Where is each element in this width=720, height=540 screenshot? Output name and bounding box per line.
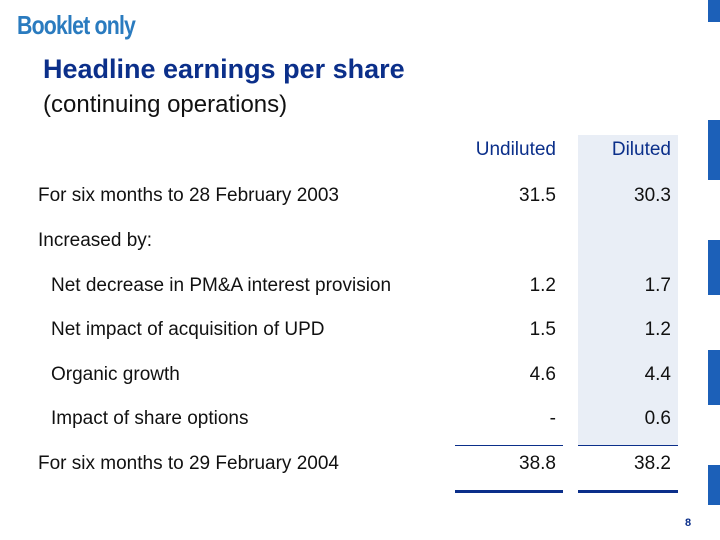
row-value-diluted: 0.6 (644, 408, 671, 429)
decor-bar-5 (708, 465, 720, 505)
row-value-undiluted: 31.5 (519, 185, 556, 206)
page-subtitle: (continuing operations) (43, 91, 288, 118)
page-number: 8 (685, 517, 692, 529)
row-label: Organic growth (51, 364, 180, 385)
decor-bar-2 (708, 120, 720, 180)
booklet-only-tag: Booklet only (17, 10, 136, 40)
subtotal-rule-undiluted (455, 445, 563, 446)
row-value-undiluted: - (549, 408, 556, 429)
table-row: Net decrease in PM&A interest provision … (0, 275, 720, 305)
table-row: For six months to 28 February 2003 31.5 … (0, 185, 720, 215)
row-value-undiluted: 1.2 (529, 275, 556, 296)
row-label: Net impact of acquisition of UPD (51, 319, 325, 340)
row-label: For six months to 29 February 2004 (38, 453, 339, 474)
table-row-total: For six months to 29 February 2004 38.8 … (0, 453, 720, 483)
decor-bar-4 (708, 350, 720, 405)
row-value-undiluted: 38.8 (519, 453, 556, 474)
column-header-undiluted: Undiluted (475, 139, 556, 160)
row-value-diluted: 30.3 (634, 185, 671, 206)
decor-bar-1 (708, 0, 720, 22)
table-row: Net impact of acquisition of UPD 1.5 1.2 (0, 319, 720, 349)
row-value-diluted: 1.2 (644, 319, 671, 340)
row-label: Impact of share options (51, 408, 249, 429)
row-value-undiluted: 4.6 (529, 364, 556, 385)
row-label: Net decrease in PM&A interest provision (51, 275, 392, 296)
table-row: Impact of share options - 0.6 (0, 408, 720, 438)
page-title: Headline earnings per share (43, 54, 405, 84)
subtotal-rule-diluted (578, 445, 678, 446)
table-header-row: Undiluted Diluted (0, 139, 720, 169)
column-header-diluted: Diluted (611, 139, 671, 160)
row-value-diluted: 38.2 (634, 453, 671, 474)
total-rule-diluted (578, 490, 678, 493)
row-value-diluted: 1.7 (644, 275, 671, 296)
total-rule-undiluted (455, 490, 563, 493)
table-row: Organic growth 4.6 4.4 (0, 364, 720, 394)
row-label: Increased by: (38, 230, 153, 251)
row-value-undiluted: 1.5 (529, 319, 556, 340)
row-label: For six months to 28 February 2003 (38, 185, 339, 206)
decor-bar-3 (708, 240, 720, 295)
table-row: Increased by: (0, 230, 720, 260)
diluted-column-shade (578, 135, 678, 445)
row-value-diluted: 4.4 (644, 364, 671, 385)
